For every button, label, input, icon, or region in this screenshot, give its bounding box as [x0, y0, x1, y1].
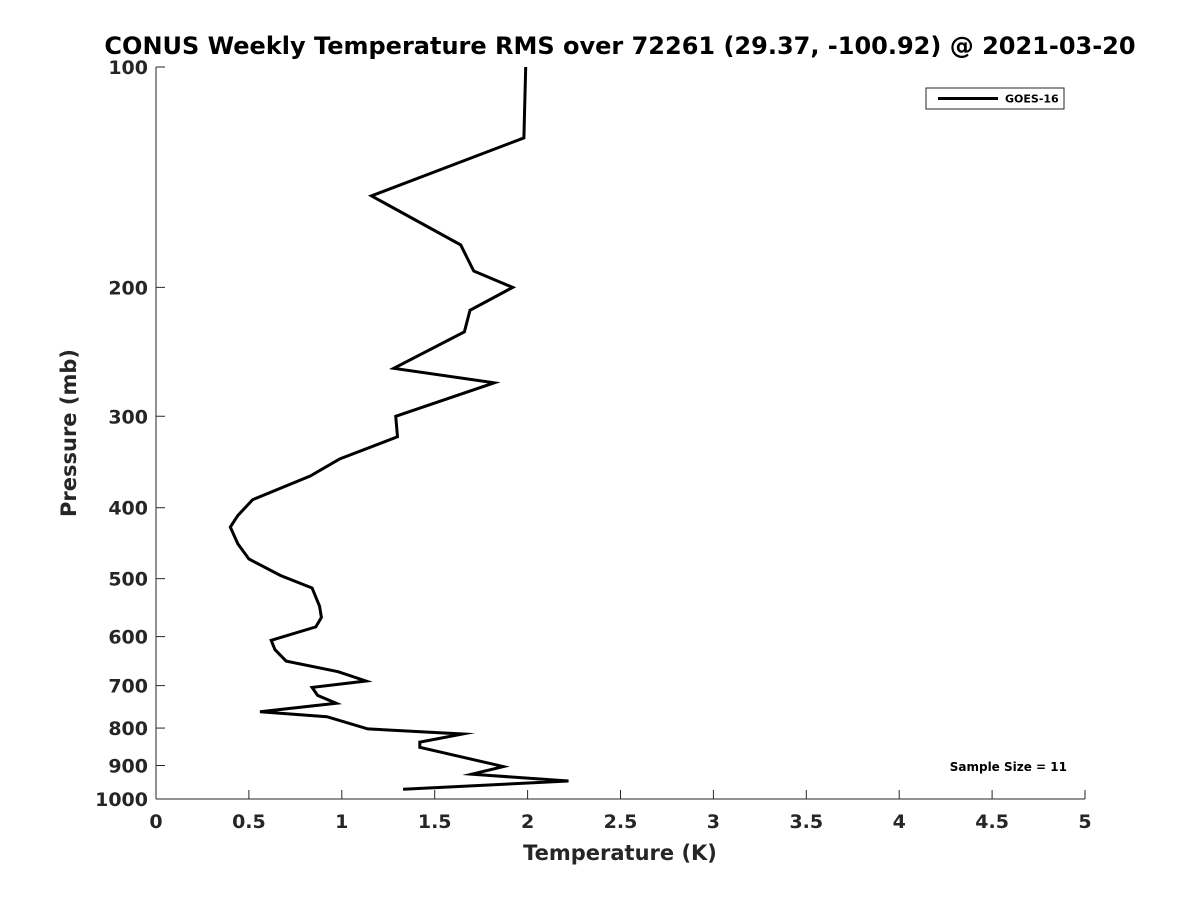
y-tick-label: 100	[108, 57, 148, 79]
y-tick-label: 500	[108, 569, 148, 591]
y-tick-label: 600	[108, 627, 148, 649]
series-line-goes-16	[228, 66, 569, 791]
x-tick-label: 1	[335, 811, 348, 833]
x-tick-label: 4.5	[975, 811, 1009, 833]
x-tick-label: 5	[1078, 811, 1091, 833]
legend: GOES-16	[925, 87, 1065, 110]
x-tick-label: 3	[707, 811, 720, 833]
y-tick-label: 1000	[95, 789, 148, 811]
x-tick-label: 4	[893, 811, 906, 833]
plot-area	[156, 67, 1085, 799]
chart-title: CONUS Weekly Temperature RMS over 72261 …	[104, 32, 1135, 60]
x-tick-label: 3.5	[789, 811, 823, 833]
x-axis-label: Temperature (K)	[523, 841, 717, 865]
x-tick-label: 2.5	[604, 811, 638, 833]
x-tick-label: 0.5	[232, 811, 266, 833]
y-tick-label: 700	[108, 676, 148, 698]
series-layer	[228, 66, 569, 791]
x-tick-label: 1.5	[418, 811, 452, 833]
y-tick-label: 300	[108, 406, 148, 428]
x-tick-label: 2	[521, 811, 534, 833]
legend-label-goes-16: GOES-16	[1005, 93, 1059, 106]
x-axis: 0 0.5 1 1.5 2 2.5 3 3.5 4 4.5 5	[149, 790, 1092, 833]
y-tick-label: 200	[108, 277, 148, 299]
x-tick-label: 0	[149, 811, 162, 833]
y-tick-label: 400	[108, 498, 148, 520]
sample-size-annotation: Sample Size = 11	[950, 760, 1067, 774]
y-axis: 100 200 300 400 500 600 700 800 900 1000	[95, 57, 165, 811]
y-tick-label: 900	[108, 756, 148, 778]
y-tick-label: 800	[108, 718, 148, 740]
y-axis-label: Pressure (mb)	[57, 349, 81, 517]
